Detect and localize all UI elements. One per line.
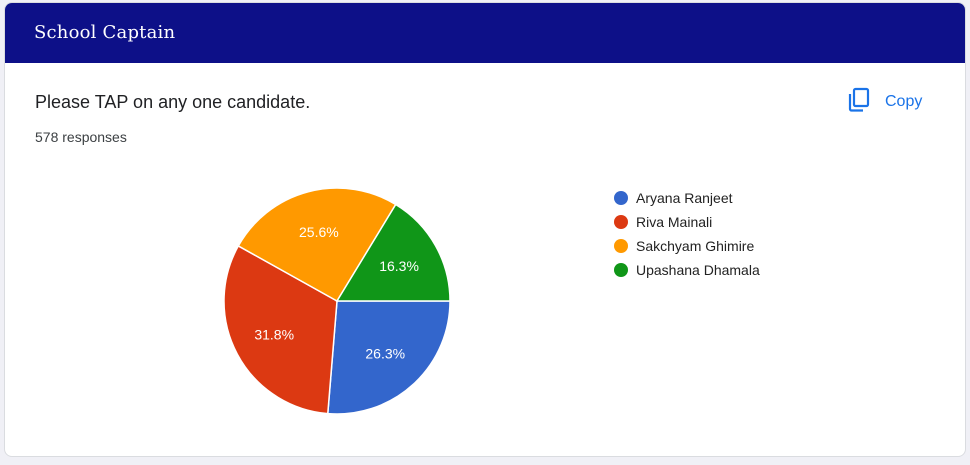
legend-swatch-1: [614, 215, 628, 229]
legend-item-2[interactable]: Sakchyam Ghimire: [614, 238, 754, 254]
pie-slice-2[interactable]: [237, 187, 397, 303]
legend-label-1: Riva Mainali: [636, 214, 712, 230]
copy-icon: [847, 87, 885, 118]
legend-item-0[interactable]: Aryana Ranjeet: [614, 190, 733, 206]
pie-slice-3[interactable]: [335, 203, 451, 302]
copy-label: Copy: [885, 93, 923, 110]
legend-swatch-0: [614, 191, 628, 205]
pie-slice-1[interactable]: [223, 244, 338, 415]
legend-swatch-3: [614, 263, 628, 277]
legend-item-1[interactable]: Riva Mainali: [614, 214, 712, 230]
legend-label-3: Upashana Dhamala: [636, 262, 760, 278]
legend-label-2: Sakchyam Ghimire: [636, 238, 754, 254]
header-bar: School Captain: [5, 3, 965, 63]
page-title: School Captain: [34, 22, 176, 43]
pie-chart: 26.3% 31.8% 25.6% 16.3% Aryana Ranjeet Riva M…: [223, 187, 760, 415]
slice-label-2: 25.6%: [299, 224, 339, 240]
slice-label-3: 16.3%: [379, 258, 419, 274]
legend-item-3[interactable]: Upashana Dhamala: [614, 262, 760, 278]
slice-label-1: 31.8%: [254, 327, 294, 343]
legend-swatch-2: [614, 239, 628, 253]
question-text: Please TAP on any one candidate.: [35, 92, 311, 112]
response-count: 578 responses: [35, 129, 127, 145]
chart-card: School Captain Please TAP on any one can…: [4, 2, 966, 457]
pie-slice-0[interactable]: [326, 300, 451, 415]
copy-button[interactable]: Copy: [847, 86, 922, 118]
slice-label-0: 26.3%: [365, 345, 405, 361]
legend-label-0: Aryana Ranjeet: [636, 190, 733, 206]
